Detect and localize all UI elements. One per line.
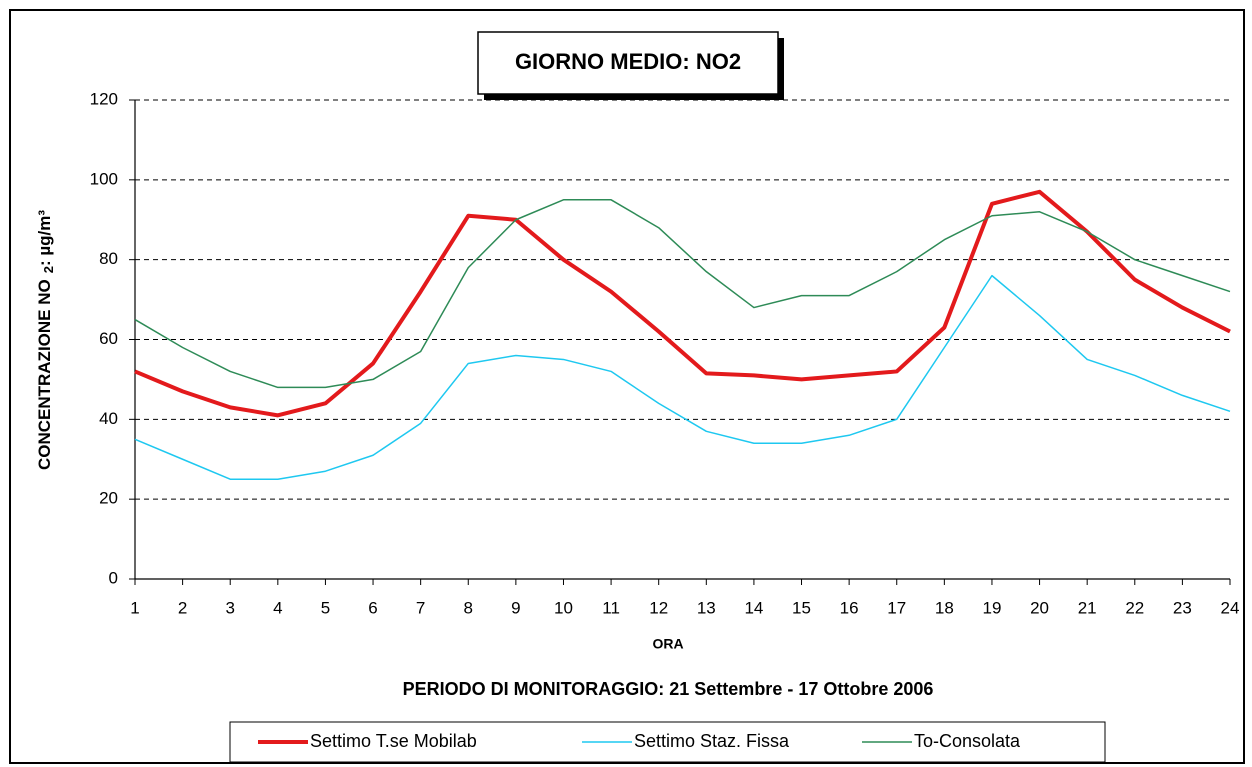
x-tick-label: 16: [840, 598, 859, 617]
x-tick-label: 10: [554, 598, 573, 617]
x-axis-label: ORA: [652, 636, 683, 652]
x-tick-label: 18: [935, 598, 954, 617]
series-line: [134, 199, 1231, 389]
subtitle: PERIODO DI MONITORAGGIO: 21 Settembre - …: [403, 679, 934, 699]
x-tick-label: 15: [792, 598, 811, 617]
legend-label: Settimo T.se Mobilab: [310, 731, 477, 751]
x-tick-label: 1: [130, 598, 139, 617]
y-tick-label: 20: [99, 489, 118, 508]
y-tick-label: 100: [90, 169, 118, 188]
x-tick-label: 3: [225, 598, 234, 617]
x-tick-label: 14: [744, 598, 763, 617]
y-label-part: CONCENTRAZIONE NO: [35, 279, 54, 470]
x-tick-label: 2: [178, 598, 187, 617]
y-tick-label: 80: [99, 249, 118, 268]
x-tick-label: 4: [273, 598, 282, 617]
x-tick-label: 24: [1221, 598, 1240, 617]
y-tick-label: 0: [109, 568, 118, 587]
x-tick-label: 22: [1125, 598, 1144, 617]
series-line: [134, 189, 1231, 418]
x-tick-label: 7: [416, 598, 425, 617]
x-tick-label: 21: [1078, 598, 1097, 617]
x-tick-label: 19: [982, 598, 1001, 617]
x-tick-label: 9: [511, 598, 520, 617]
x-tick-label: 13: [697, 598, 716, 617]
x-tick-label: 6: [368, 598, 377, 617]
x-tick-label: 12: [649, 598, 668, 617]
y-tick-label: 120: [90, 89, 118, 108]
y-label-part: : µg/m³: [35, 210, 54, 266]
y-label-sub: 2: [41, 266, 56, 273]
legend-box: [229, 721, 1106, 763]
x-tick-label: 8: [464, 598, 473, 617]
chart-frame: [9, 9, 1245, 764]
x-tick-label: 17: [887, 598, 906, 617]
chart-title: GIORNO MEDIO: NO2: [515, 49, 741, 74]
title-box: [477, 31, 779, 95]
x-tick-label: 20: [1030, 598, 1049, 617]
y-tick-label: 60: [99, 329, 118, 348]
legend-label: Settimo Staz. Fissa: [634, 731, 790, 751]
legend-label: To-Consolata: [914, 731, 1021, 751]
series-line: [134, 274, 1231, 480]
y-axis-label: CONCENTRAZIONE NO 2: µg/m³: [35, 210, 56, 470]
x-tick-label: 5: [321, 598, 330, 617]
x-tick-label: 11: [602, 598, 620, 617]
y-tick-label: 40: [99, 409, 118, 428]
x-tick-label: 23: [1173, 598, 1192, 617]
